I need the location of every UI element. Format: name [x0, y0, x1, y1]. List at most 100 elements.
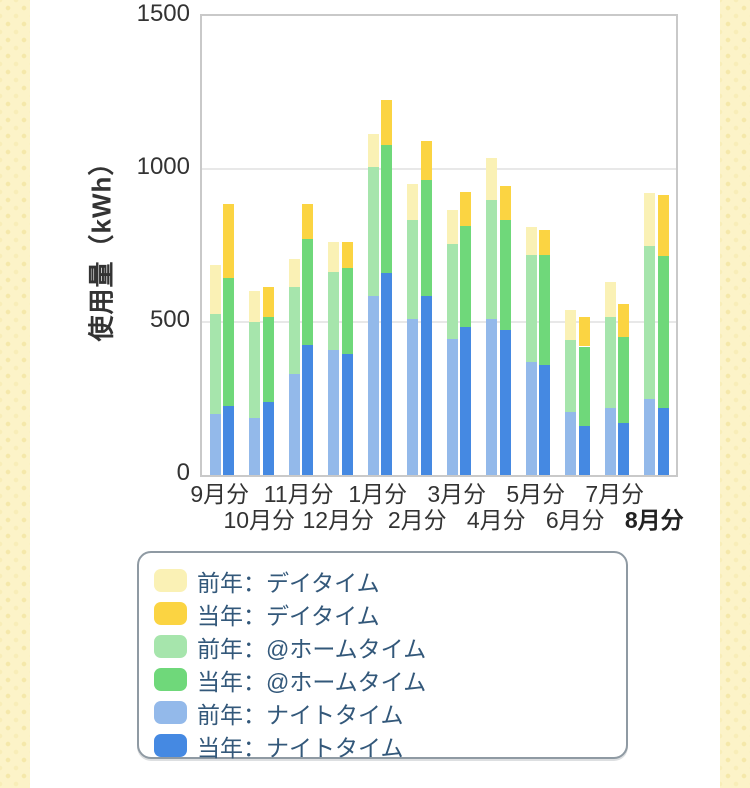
bar-segment-3月分-curr_day	[460, 191, 471, 226]
plot-area	[200, 14, 678, 477]
bar-segment-5月分-prev_night	[525, 361, 537, 475]
bar-segment-12月分-prev_night	[328, 349, 339, 475]
x-label-12月分: 12月分	[302, 507, 375, 533]
bar-segment-10月分-curr_home	[262, 317, 274, 402]
legend-item-prev_day: 前年：デイタイム	[154, 564, 626, 597]
bar-segment-2月分-curr_day	[420, 141, 432, 180]
bar-segment-1月分-curr_home	[381, 144, 392, 274]
legend-label-curr_day: 当年：デイタイム	[197, 602, 380, 629]
x-label-4月分: 4月分	[466, 507, 526, 533]
bar-segment-1月分-curr_night	[381, 273, 392, 475]
bar-segment-12月分-curr_night	[341, 354, 353, 475]
usage-chart: 使用量（kWh） 0 500 1000 1500 9月分 10月分 11月分 12月分 1月分…	[87, 1, 684, 534]
left-decor-strip	[0, 0, 30, 788]
gridline-1000	[202, 168, 676, 170]
bar-segment-11月分-prev_night	[288, 374, 300, 475]
bar-segment-6月分-prev_night	[565, 412, 576, 475]
bar-segment-10月分-prev_day	[249, 291, 260, 322]
bar-segment-10月分-curr_day	[262, 286, 274, 318]
x-label-10月分: 10月分	[223, 507, 296, 533]
x-label-1月分: 1月分	[348, 481, 408, 507]
bar-segment-6月分-curr_day	[578, 317, 590, 347]
bar-segment-12月分-curr_home	[341, 268, 353, 355]
bar-segment-9月分-curr_day	[223, 204, 234, 278]
bar-segment-12月分-prev_day	[328, 242, 339, 272]
bar-segment-5月分-curr_night	[539, 364, 550, 475]
legend-item-curr_night: 当年：ナイトタイム	[154, 729, 626, 762]
bar-segment-11月分-curr_day	[302, 204, 313, 240]
bar-segment-11月分-prev_day	[288, 259, 300, 287]
bar-segment-2月分-prev_day	[407, 184, 418, 220]
bar-segment-6月分-prev_home	[565, 340, 576, 413]
chart-legend: 前年：デイタイム当年：デイタイム前年：@ホームタイム 当年：@ホームタイム 前年：ナ…	[137, 551, 628, 762]
bar-segment-6月分-curr_night	[578, 426, 590, 475]
bar-segment-7月分-prev_night	[604, 407, 616, 475]
x-label-7月分: 7月分	[585, 481, 645, 507]
bar-segment-4月分-prev_home	[486, 199, 497, 319]
bar-segment-12月分-curr_day	[341, 242, 353, 269]
bar-segment-11月分-prev_home	[288, 286, 300, 375]
bar-segment-9月分-curr_night	[223, 406, 234, 475]
bar-segment-8月分-prev_home	[644, 245, 655, 399]
x-label-6月分: 6月分	[545, 507, 605, 533]
bar-segment-4月分-curr_day	[499, 185, 511, 220]
legend-item-curr_home: 当年：@ホームタイム	[154, 663, 626, 696]
legend-item-prev_home: 前年：@ホームタイム	[154, 630, 626, 663]
x-label-3月分: 3月分	[427, 481, 487, 507]
bar-segment-5月分-prev_home	[525, 254, 537, 362]
legend-swatch-curr_home	[154, 668, 187, 691]
right-decor-strip	[720, 0, 750, 788]
bar-segment-11月分-curr_night	[302, 344, 313, 475]
bar-segment-2月分-prev_home	[407, 219, 418, 319]
gridline-500	[202, 321, 676, 323]
bar-segment-1月分-prev_home	[367, 167, 379, 296]
legend-swatch-curr_day	[154, 602, 187, 625]
bar-segment-6月分-prev_day	[565, 309, 576, 341]
x-label-11月分: 11月分	[263, 481, 334, 507]
bar-segment-4月分-prev_day	[486, 158, 497, 200]
bar-segment-7月分-curr_night	[618, 422, 629, 475]
bar-segment-4月分-curr_night	[499, 329, 511, 475]
bar-segment-3月分-curr_night	[460, 326, 471, 475]
bar-segment-8月分-curr_night	[657, 407, 669, 475]
bar-segment-6月分-curr_home	[578, 346, 590, 427]
bar-segment-8月分-curr_day	[657, 195, 669, 257]
legend-item-curr_day: 当年：デイタイム	[154, 597, 626, 630]
legend-item-prev_night: 前年：ナイトタイム	[154, 696, 626, 729]
y-tick-label-1000: 1000	[136, 153, 190, 180]
legend-swatch-curr_night	[154, 734, 187, 757]
bar-segment-10月分-curr_night	[262, 401, 274, 475]
bar-segment-1月分-prev_day	[367, 133, 379, 168]
y-tick-label-500: 500	[149, 306, 190, 333]
bar-segment-1月分-prev_night	[367, 296, 379, 475]
bar-segment-9月分-curr_home	[223, 277, 234, 407]
bar-segment-10月分-prev_night	[249, 418, 260, 475]
legend-label-prev_night: 前年：ナイトタイム	[197, 701, 404, 728]
bar-segment-5月分-curr_home	[539, 254, 550, 365]
bar-segment-12月分-prev_home	[328, 271, 339, 350]
bar-segment-2月分-curr_night	[420, 296, 432, 475]
bar-segment-2月分-curr_home	[420, 179, 432, 296]
bar-segment-7月分-prev_home	[604, 317, 616, 408]
y-tick-label-0: 0	[176, 459, 190, 486]
bar-segment-3月分-prev_night	[446, 338, 458, 475]
x-label-8月分: 8月分	[624, 507, 684, 533]
bar-segment-5月分-curr_day	[539, 230, 550, 255]
legend-label-curr_night: 当年：ナイトタイム	[197, 734, 404, 761]
bar-segment-1月分-curr_day	[381, 100, 392, 145]
bar-segment-7月分-curr_day	[618, 303, 629, 338]
bar-segment-2月分-prev_night	[407, 318, 418, 475]
legend-label-prev_home: 前年：@ホームタイム	[197, 635, 427, 662]
bar-segment-8月分-prev_night	[644, 398, 655, 475]
legend-swatch-prev_night	[154, 701, 187, 724]
legend-label-curr_home: 当年：@ホームタイム	[197, 668, 427, 695]
bar-segment-5月分-prev_day	[525, 227, 537, 255]
bar-segment-7月分-curr_home	[618, 337, 629, 423]
legend-swatch-prev_day	[154, 569, 187, 592]
bar-segment-3月分-curr_home	[460, 225, 471, 327]
x-label-9月分: 9月分	[190, 481, 250, 507]
x-label-2月分: 2月分	[387, 507, 447, 533]
bar-segment-9月分-prev_day	[209, 265, 221, 315]
bar-segment-4月分-curr_home	[499, 219, 511, 330]
bar-segment-3月分-prev_home	[446, 243, 458, 339]
